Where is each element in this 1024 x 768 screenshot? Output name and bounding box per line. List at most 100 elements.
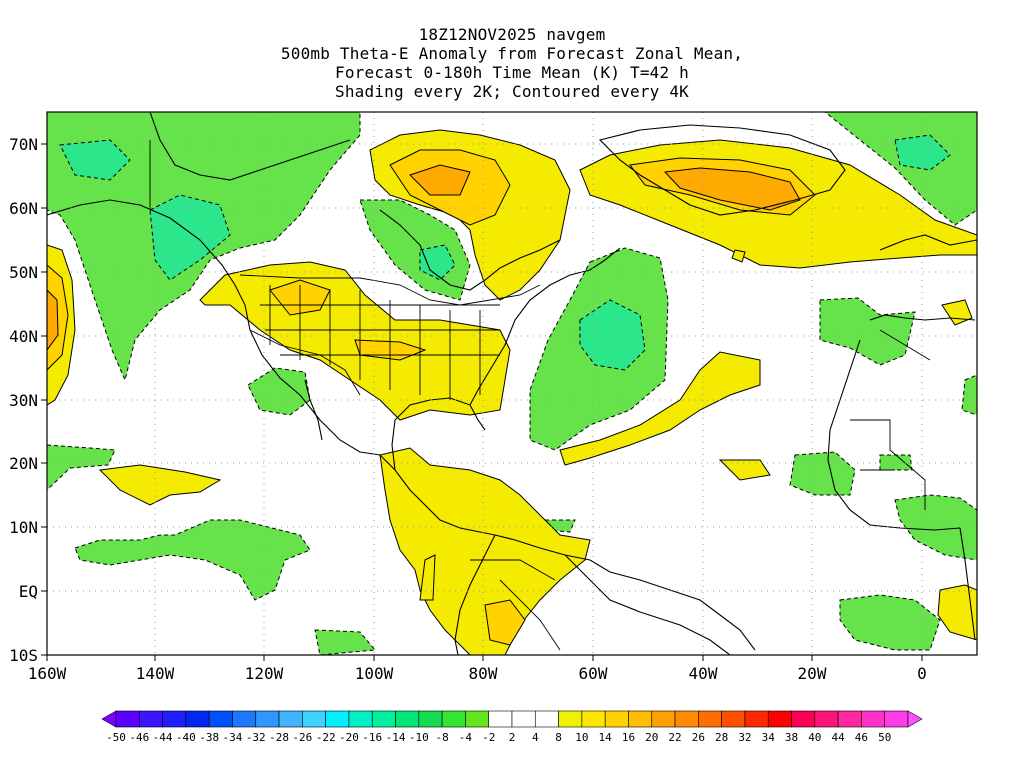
colorbar-swatch — [651, 710, 676, 728]
colorbar-label: 2 — [509, 731, 516, 744]
colorbar-label: 16 — [622, 731, 635, 744]
axis-ticks — [41, 143, 923, 661]
colorbar-swatch — [325, 710, 350, 728]
colorbar-label: -22 — [316, 731, 336, 744]
strongest-positive-cores — [47, 164, 801, 351]
colorbar-swatch — [208, 710, 233, 728]
lon-label: 120W — [245, 664, 284, 683]
colorbar-swatch — [115, 710, 140, 728]
colorbar-arrow-high — [907, 710, 923, 728]
colorbar-label: -16 — [362, 731, 382, 744]
colorbar-swatch — [278, 710, 303, 728]
colorbar-swatch — [604, 710, 629, 728]
lat-label: 70N — [9, 135, 38, 154]
coastlines — [47, 112, 977, 655]
colorbar-label: -34 — [223, 731, 243, 744]
title-line-3: Forecast 0-180h Time Mean (K) T=42 h — [335, 63, 689, 82]
colorbar-label: -4 — [459, 731, 473, 744]
lat-label: 10N — [9, 518, 38, 537]
colorbar-swatch — [721, 710, 746, 728]
map-frame — [46, 111, 978, 656]
graticule — [47, 112, 977, 655]
longitude-labels: 160W 140W 120W 100W 80W 60W 40W 20W 0 — [28, 664, 927, 683]
lat-label: 40N — [9, 327, 38, 346]
colorbar-swatch — [255, 710, 280, 728]
colorbar-swatch — [232, 710, 257, 728]
colorbar-label: -2 — [482, 731, 495, 744]
colorbar-swatch — [511, 710, 536, 728]
colorbar-label: -44 — [153, 731, 173, 744]
colorbar-swatch — [791, 710, 816, 728]
colorbar-swatch — [837, 710, 862, 728]
colorbar-swatch — [348, 710, 373, 728]
colorbar-label: 50 — [878, 731, 891, 744]
lon-label: 80W — [469, 664, 498, 683]
colorbar-label: 4 — [532, 731, 539, 744]
title-line-1: 18Z12NOV2025 navgem — [418, 25, 606, 44]
title-line-4: Shading every 2K; Contoured every 4K — [335, 82, 689, 101]
lon-label: 0 — [917, 664, 927, 683]
lat-label: 50N — [9, 263, 38, 282]
lon-label: 20W — [798, 664, 827, 683]
colorbar-swatch — [534, 710, 559, 728]
colorbar-swatch — [698, 710, 722, 728]
colorbar-swatch — [744, 710, 769, 728]
latitude-labels: 70N 60N 50N 40N 30N 20N 10N EQ 10S — [9, 135, 38, 665]
colorbar-label: 20 — [645, 731, 658, 744]
colorbar-label: -40 — [176, 731, 196, 744]
colorbar-label: 8 — [555, 731, 562, 744]
lat-label: 30N — [9, 391, 38, 410]
colorbar-label: -10 — [409, 731, 429, 744]
colorbar-swatch — [185, 710, 210, 728]
colorbar-swatch — [138, 710, 163, 728]
colorbar-label: 14 — [599, 731, 613, 744]
colorbar-swatch — [861, 710, 885, 728]
colorbar-label: -28 — [269, 731, 289, 744]
colorbar-label: 46 — [855, 731, 868, 744]
colorbar-swatch — [884, 710, 909, 728]
colorbar-label: -38 — [199, 731, 219, 744]
colorbar-swatch — [581, 710, 606, 728]
lat-label: 10S — [9, 646, 38, 665]
colorbar-swatch — [302, 710, 326, 728]
colorbar-swatch — [371, 710, 396, 728]
colorbar-label: 38 — [785, 731, 798, 744]
colorbar-swatch — [628, 710, 653, 728]
lat-label: 60N — [9, 199, 38, 218]
colorbar-label: -14 — [386, 731, 406, 744]
colorbar-swatch — [814, 710, 839, 728]
colorbar: -50 -46 -44 -40 -38 -34 -32 -28 -26 -22 -20 -16 -14-… — [101, 710, 923, 744]
colorbar-label: 28 — [715, 731, 728, 744]
colorbar-swatch — [465, 710, 490, 728]
colorbar-label: -20 — [339, 731, 359, 744]
colorbar-swatch — [395, 710, 420, 728]
colorbar-label: 26 — [692, 731, 705, 744]
colorbar-swatch — [441, 710, 466, 728]
lon-label: 60W — [579, 664, 608, 683]
anomaly-field — [47, 112, 977, 655]
colorbar-label: -32 — [246, 731, 266, 744]
colorbar-swatch — [418, 710, 443, 728]
colorbar-label: 40 — [808, 731, 821, 744]
lon-label: 100W — [355, 664, 394, 683]
strong-negative-cores — [59, 134, 951, 371]
title-line-2: 500mb Theta-E Anomaly from Forecast Zona… — [280, 44, 744, 63]
colorbar-label: 34 — [762, 731, 776, 744]
colorbar-arrow-low — [101, 710, 117, 728]
colorbar-label: -50 — [106, 731, 126, 744]
colorbar-label: -26 — [292, 731, 312, 744]
colorbar-swatch — [674, 710, 699, 728]
colorbar-label: 32 — [738, 731, 751, 744]
colorbar-label: 10 — [575, 731, 588, 744]
lat-label: 20N — [9, 454, 38, 473]
lon-label: 140W — [136, 664, 175, 683]
lon-label: 160W — [28, 664, 67, 683]
colorbar-label: 44 — [831, 731, 845, 744]
colorbar-swatch — [488, 710, 513, 728]
lat-label: EQ — [19, 582, 38, 601]
lon-label: 40W — [689, 664, 718, 683]
colorbar-label: 22 — [668, 731, 681, 744]
political-boundaries — [149, 140, 931, 651]
colorbar-swatch — [767, 710, 792, 728]
